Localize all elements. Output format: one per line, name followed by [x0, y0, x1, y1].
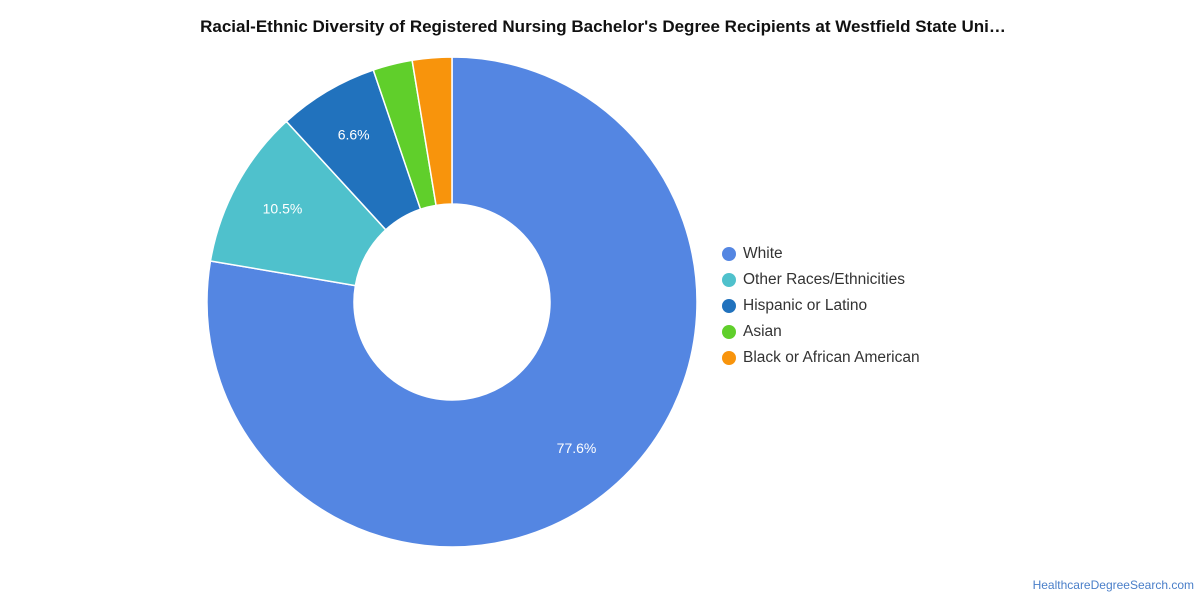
donut-slice-white[interactable] — [206, 56, 698, 548]
legend-label: Hispanic or Latino — [743, 297, 868, 314]
legend-item[interactable]: Other Races/Ethnicities — [722, 267, 920, 293]
legend-item[interactable]: White — [722, 241, 920, 267]
legend-marker — [722, 325, 736, 339]
chart-legend: White Other Races/Ethnicities Hispanic or … — [722, 241, 920, 371]
chart-title: Racial-Ethnic Diversity of Registered Nu… — [200, 17, 1006, 36]
legend-item[interactable]: Hispanic or Latino — [722, 293, 920, 319]
legend-item[interactable]: Asian — [722, 319, 920, 345]
legend-label: Other Races/Ethnicities — [743, 271, 905, 288]
slice-data-label: 6.6% — [338, 127, 370, 143]
legend-label: White — [743, 245, 783, 262]
legend-marker — [722, 351, 736, 365]
legend-marker — [722, 273, 736, 287]
legend-marker — [722, 299, 736, 313]
donut-slice-other-races-ethnicities[interactable] — [209, 120, 387, 287]
slice-data-label: 10.5% — [263, 200, 303, 216]
legend-label: Black or African American — [743, 349, 920, 366]
legend-label: Asian — [743, 323, 782, 340]
legend-marker — [722, 247, 736, 261]
legend-item[interactable]: Black or African American — [722, 345, 920, 371]
donut-slice-black-or-african-american[interactable] — [411, 56, 453, 207]
source-link[interactable]: HealthcareDegreeSearch.com — [1032, 578, 1194, 592]
slice-data-label: 77.6% — [557, 440, 597, 456]
